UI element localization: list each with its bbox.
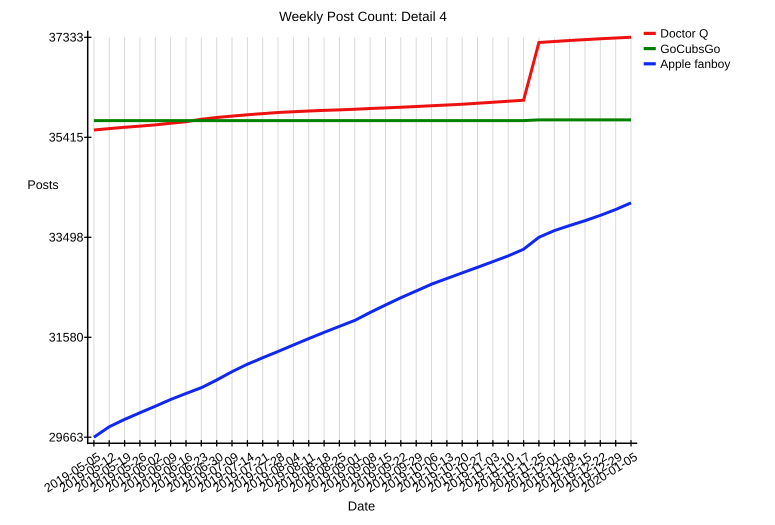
- svg-text:35415: 35415: [49, 131, 84, 145]
- svg-text:33498: 33498: [49, 231, 84, 245]
- svg-text:Date: Date: [348, 498, 375, 513]
- svg-text:37333: 37333: [49, 31, 84, 45]
- svg-text:Weekly Post Count: Detail 4: Weekly Post Count: Detail 4: [279, 9, 447, 24]
- svg-text:29663: 29663: [49, 431, 84, 445]
- svg-text:Posts: Posts: [27, 178, 58, 192]
- svg-text:31580: 31580: [49, 331, 84, 345]
- svg-text:Apple fanboy: Apple fanboy: [660, 57, 730, 71]
- svg-text:GoCubsGo: GoCubsGo: [660, 42, 720, 56]
- svg-text:Doctor Q: Doctor Q: [660, 27, 708, 41]
